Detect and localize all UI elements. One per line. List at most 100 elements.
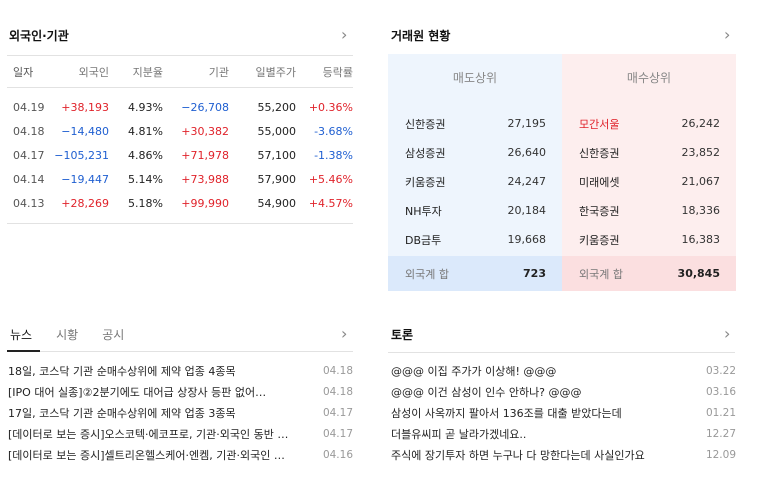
broker-name[interactable]: 삼성증권	[405, 146, 446, 160]
chevron-right-icon[interactable]: ›	[724, 25, 731, 44]
news-item[interactable]: [데이터로 보는 증시]오스코텍·에코프로, 기관·외국인 동반 순매수 04.1…	[8, 423, 353, 444]
date-cell: 04.18	[13, 125, 45, 138]
broker-name[interactable]: 신한증권	[405, 117, 446, 131]
table-row: 04.13 +28,269 5.18% +99,990 54,900 +4.57%	[7, 192, 353, 216]
buy-top-header: 매수상위	[626, 71, 672, 85]
broker-name[interactable]: NH투자	[405, 204, 442, 218]
board-item[interactable]: 삼성이 사옥까지 팔아서 136조를 대출 받았다는데 01.21	[391, 402, 736, 423]
broker-name[interactable]: DB금투	[405, 233, 442, 247]
news-item-title[interactable]: [데이터로 보는 증시]오스코텍·에코프로, 기관·외국인 동반 순매수	[8, 427, 293, 441]
sell-broker-row: NH투자 20,184	[388, 196, 562, 225]
sell-foreign-total: 외국계 합 723	[388, 256, 562, 291]
board-item-date: 12.27	[705, 427, 736, 440]
divider	[388, 352, 735, 353]
institution-cell: −26,708	[181, 101, 229, 114]
board-item[interactable]: @@@ 이건 삼성이 인수 안하나? @@@ 03.16	[391, 381, 736, 402]
date-cell: 04.13	[13, 197, 45, 210]
col-rate: 등락률	[296, 55, 353, 88]
broker-name[interactable]: 키움증권	[405, 175, 446, 189]
broker-volume: 26,640	[507, 146, 547, 159]
tab-news[interactable]: 뉴스	[7, 320, 41, 352]
news-item-title[interactable]: [IPO 대어 실종]②2분기에도 대어급 상장사 등판 없어…	[8, 385, 267, 399]
broker-name[interactable]: 한국증권	[579, 204, 620, 218]
institution-cell: +30,382	[181, 125, 229, 138]
chevron-right-icon[interactable]: ›	[341, 324, 348, 343]
news-tabs: 뉴스 시황 공시	[7, 320, 353, 352]
col-share: 지분율	[109, 55, 163, 88]
board-item-title[interactable]: @@@ 이집 주가가 이상해! @@@	[391, 364, 557, 378]
news-item-title[interactable]: 18일, 코스닥 기관 순매수상위에 제약 업종 4종목	[8, 364, 236, 378]
institution-cell: +99,990	[181, 197, 229, 210]
share-cell: 5.14%	[128, 173, 163, 186]
share-cell: 5.18%	[128, 197, 163, 210]
foreign-institution-title: 외국인·기관	[9, 29, 69, 43]
broker-name[interactable]: 키움증권	[579, 233, 620, 247]
broker-name[interactable]: 미래에셋	[579, 175, 620, 189]
date-cell: 04.19	[13, 101, 45, 114]
tab-disclosure[interactable]: 공시	[102, 328, 125, 342]
col-foreign: 외국인	[47, 55, 109, 88]
broker-name[interactable]: 모간서울	[579, 117, 620, 131]
date-cell: 04.14	[13, 173, 45, 186]
buy-broker-row: 신한증권 23,852	[562, 138, 736, 167]
col-institution: 기관	[163, 55, 229, 88]
buy-top-box: 매수상위 모간서울 26,242 신한증권 23,852 미래에셋 21,067 한국증권 1…	[562, 54, 736, 291]
board-list: @@@ 이집 주가가 이상해! @@@ 03.22 @@@ 이건 삼성이 인수 안하…	[391, 360, 736, 465]
news-item[interactable]: 17일, 코스닥 기관 순매수상위에 제약 업종 3종목 04.17	[8, 402, 353, 423]
board-item[interactable]: 주식에 장기투자 하면 누구나 다 망한다는데 사실인가요 12.09	[391, 444, 736, 465]
rate-cell: -3.68%	[314, 125, 353, 138]
institution-cell: +73,988	[181, 173, 229, 186]
rate-cell: -1.38%	[314, 149, 353, 162]
sell-broker-row: 신한증권 27,195	[388, 109, 562, 138]
price-cell: 54,900	[257, 197, 297, 210]
broker-name[interactable]: 신한증권	[579, 146, 620, 160]
board-item[interactable]: @@@ 이집 주가가 이상해! @@@ 03.22	[391, 360, 736, 381]
board-item-date: 12.09	[705, 448, 736, 461]
foreign-cell: +28,269	[61, 197, 109, 210]
col-price: 일별주가	[229, 55, 296, 88]
board-title: 토론	[391, 328, 414, 342]
institution-cell: +71,978	[181, 149, 229, 162]
news-item[interactable]: [IPO 대어 실종]②2분기에도 대어급 상장사 등판 없어… 04.18	[8, 381, 353, 402]
price-cell: 57,100	[257, 149, 297, 162]
table-header-row: 일자 외국인 지분율 기관 일별주가 등락률	[7, 55, 353, 88]
news-item-date: 04.18	[322, 385, 353, 398]
news-item-title[interactable]: [데이터로 보는 증시]셀트리온헬스케어·엔켐, 기관·외국인 동반 순매수	[8, 448, 293, 462]
share-cell: 4.86%	[128, 149, 163, 162]
broker-volume: 19,668	[507, 233, 547, 246]
board-item-date: 03.22	[705, 364, 736, 377]
chevron-right-icon[interactable]: ›	[724, 324, 731, 343]
news-item[interactable]: [데이터로 보는 증시]셀트리온헬스케어·엔켐, 기관·외국인 동반 순매수 04…	[8, 444, 353, 465]
foreign-cell: −105,231	[54, 149, 109, 162]
news-list: 18일, 코스닥 기관 순매수상위에 제약 업종 4종목 04.18 [IPO 대어…	[8, 360, 353, 465]
board-item-title[interactable]: 주식에 장기투자 하면 누구나 다 망한다는데 사실인가요	[391, 448, 645, 462]
total-label: 외국계 합	[405, 267, 449, 281]
broker-volume: 27,195	[507, 117, 547, 130]
price-cell: 55,000	[257, 125, 297, 138]
rate-cell: +4.57%	[308, 197, 353, 210]
board-item-title[interactable]: @@@ 이건 삼성이 인수 안하나? @@@	[391, 385, 582, 399]
price-cell: 57,900	[257, 173, 297, 186]
news-item-title[interactable]: 17일, 코스닥 기관 순매수상위에 제약 업종 3종목	[8, 406, 236, 420]
price-cell: 55,200	[257, 101, 297, 114]
foreign-cell: +38,193	[61, 101, 109, 114]
table-row: 04.18 −14,480 4.81% +30,382 55,000 -3.68%	[7, 120, 353, 144]
buy-foreign-total: 외국계 합 30,845	[562, 256, 736, 291]
board-item-title[interactable]: 더블유씨피 곧 날라가겠네요..	[391, 427, 527, 441]
foreign-cell: −14,480	[61, 125, 109, 138]
board-item[interactable]: 더블유씨피 곧 날라가겠네요.. 12.27	[391, 423, 736, 444]
news-item[interactable]: 18일, 코스닥 기관 순매수상위에 제약 업종 4종목 04.18	[8, 360, 353, 381]
broker-volume: 20,184	[507, 204, 547, 217]
broker-volume: 21,067	[681, 175, 721, 188]
broker-volume: 26,242	[681, 117, 721, 130]
total-value: 723	[523, 267, 546, 280]
tab-market[interactable]: 시황	[56, 328, 79, 342]
buy-broker-row: 모간서울 26,242	[562, 109, 736, 138]
sell-broker-row: 삼성증권 26,640	[388, 138, 562, 167]
broker-volume: 16,383	[681, 233, 721, 246]
chevron-right-icon[interactable]: ›	[341, 25, 348, 44]
sell-top-box: 매도상위 신한증권 27,195 삼성증권 26,640 키움증권 24,247 NH투자 2…	[388, 54, 562, 291]
col-date: 일자	[7, 55, 47, 88]
board-item-title[interactable]: 삼성이 사옥까지 팔아서 136조를 대출 받았다는데	[391, 406, 622, 420]
foreign-institution-table: 일자 외국인 지분율 기관 일별주가 등락률 04.19 +38,193 4.93%…	[7, 55, 353, 224]
